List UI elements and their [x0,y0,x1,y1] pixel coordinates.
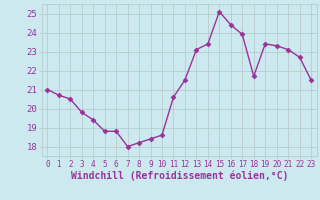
X-axis label: Windchill (Refroidissement éolien,°C): Windchill (Refroidissement éolien,°C) [70,171,288,181]
